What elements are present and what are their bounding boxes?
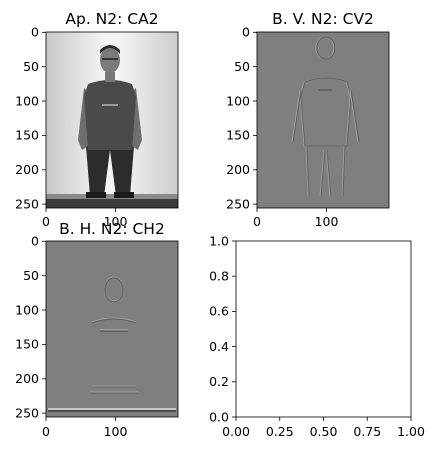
xtick-label: 0.75 — [353, 424, 381, 439]
ytick: 0.2 — [209, 374, 236, 389]
xtick-label: 0 — [42, 214, 50, 229]
ytick-label: 0.4 — [209, 339, 229, 354]
xtick: 0.75 — [353, 417, 381, 439]
ytick-label: 0.0 — [209, 409, 229, 424]
ytick: 250 — [15, 405, 46, 420]
y-axis-ch2: 0 50 100 150 200 250 — [15, 234, 46, 421]
xtick-label: 0 — [42, 424, 50, 439]
ytick-label: 250 — [15, 196, 39, 211]
xtick-label: 0.50 — [310, 424, 338, 439]
ytick: 1.0 — [209, 233, 236, 248]
y-axis-cv2: 0 50 100 150 200 250 — [226, 25, 257, 212]
xtick-label: 0.00 — [222, 424, 250, 439]
ytick: 0.4 — [209, 339, 236, 354]
ytick-label: 250 — [226, 196, 250, 211]
xtick-label: 100 — [104, 424, 128, 439]
xtick-label: 0.25 — [266, 424, 294, 439]
ytick-label: 1.0 — [209, 233, 229, 248]
xtick-label: 1.00 — [397, 424, 425, 439]
x-axis-ch2: 0 100 — [42, 417, 127, 439]
ytick-label: 0.2 — [209, 374, 229, 389]
ytick-label: 0.6 — [209, 304, 229, 319]
ytick-label: 0 — [242, 25, 250, 40]
ytick: 150 — [15, 337, 46, 352]
ytick-label: 0 — [31, 234, 39, 249]
ytick-label: 50 — [23, 268, 39, 283]
y-axis-empty: 0.0 0.2 0.4 0.6 0.8 1.0 — [209, 233, 236, 424]
ytick: 0 — [31, 25, 46, 40]
ytick: 0 — [31, 234, 46, 249]
panel-title-ca2: Ap. N2: CA2 — [65, 10, 158, 28]
ytick: 250 — [15, 196, 46, 211]
xtick: 0.50 — [310, 417, 338, 439]
panel-empty: 0.00 0.25 0.50 0.75 1.00 0.0 0.2 0.4 0.6… — [209, 233, 425, 439]
panel-ca2: Ap. N2: CA2 0 — [15, 10, 178, 229]
ytick: 200 — [15, 371, 46, 386]
ytick-label: 200 — [15, 371, 39, 386]
ytick-label: 0.8 — [209, 269, 229, 284]
ytick: 50 — [23, 268, 46, 283]
frame-empty — [236, 241, 411, 417]
ytick: 0 — [242, 25, 257, 40]
ytick: 200 — [226, 162, 257, 177]
xtick: 1.00 — [397, 417, 425, 439]
ytick-label: 150 — [15, 337, 39, 352]
xtick: 0.25 — [266, 417, 294, 439]
ytick: 100 — [15, 93, 46, 108]
panel-cv2: B. V. N2: CV2 0 100 0 50 10 — [226, 10, 389, 229]
ytick: 0.0 — [209, 409, 236, 424]
ytick-label: 50 — [234, 59, 250, 74]
panel-ch2: B. H. N2: CH2 0 100 0 50 100 150 200 250 — [15, 220, 178, 439]
panel-title-ch2: B. H. N2: CH2 — [59, 220, 165, 238]
panel-title-cv2: B. V. N2: CV2 — [272, 10, 374, 28]
ytick: 100 — [226, 93, 257, 108]
y-axis-ca2: 0 50 100 150 200 250 — [15, 25, 46, 212]
ytick-label: 0 — [31, 25, 39, 40]
image-cv2 — [257, 32, 389, 208]
image-ca2 — [46, 32, 178, 208]
ytick-label: 100 — [226, 93, 250, 108]
ytick-label: 150 — [226, 128, 250, 143]
ytick-label: 200 — [226, 162, 250, 177]
ytick: 100 — [15, 302, 46, 317]
ytick: 150 — [226, 128, 257, 143]
ytick: 250 — [226, 196, 257, 211]
ytick-label: 50 — [23, 59, 39, 74]
ytick-label: 200 — [15, 162, 39, 177]
xtick-label: 100 — [315, 214, 339, 229]
ytick-label: 100 — [15, 302, 39, 317]
ytick: 50 — [234, 59, 257, 74]
x-axis-cv2: 0 100 — [253, 208, 338, 229]
ytick: 0.8 — [209, 269, 236, 284]
ytick-label: 100 — [15, 93, 39, 108]
ytick: 150 — [15, 128, 46, 143]
ytick-label: 250 — [15, 405, 39, 420]
ytick-label: 150 — [15, 128, 39, 143]
image-ch2 — [46, 241, 178, 417]
ytick: 200 — [15, 162, 46, 177]
x-axis-empty: 0.00 0.25 0.50 0.75 1.00 — [222, 417, 425, 439]
ytick: 50 — [23, 59, 46, 74]
xtick-label: 0 — [253, 214, 261, 229]
ytick: 0.6 — [209, 304, 236, 319]
